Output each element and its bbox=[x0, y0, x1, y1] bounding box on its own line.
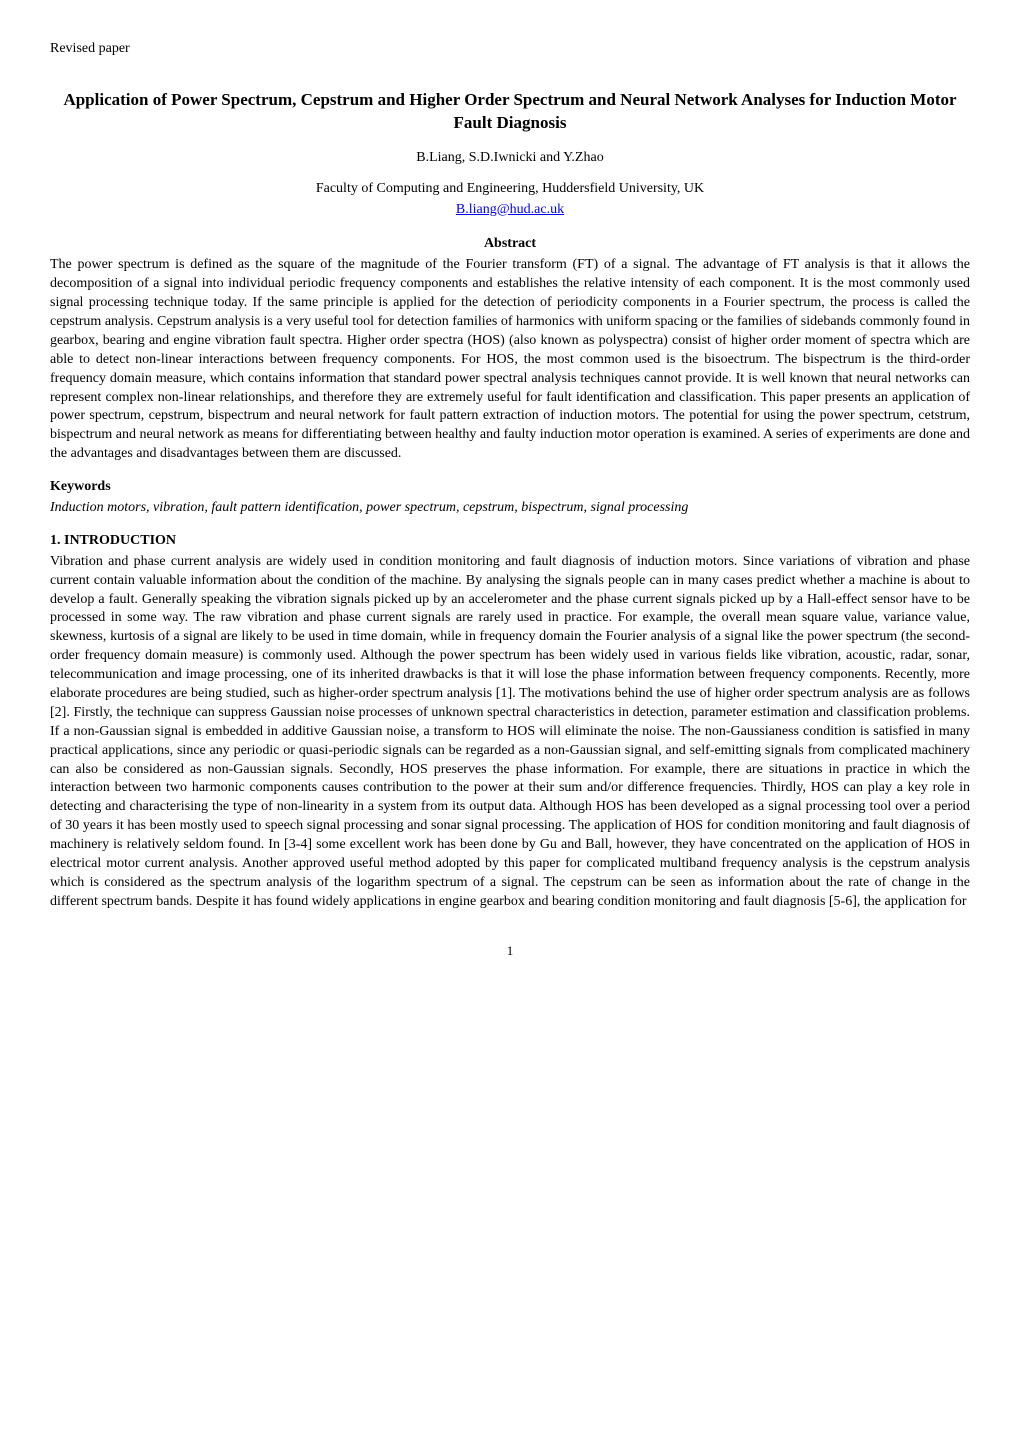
email-container: B.liang@hud.ac.uk bbox=[50, 201, 970, 220]
header-label: Revised paper bbox=[50, 40, 970, 59]
keywords-body: Induction motors, vibration, fault patte… bbox=[50, 499, 970, 518]
authors: B.Liang, S.D.Iwnicki and Y.Zhao bbox=[50, 149, 970, 168]
section1-body: Vibration and phase current analysis are… bbox=[50, 553, 970, 912]
page-number: 1 bbox=[50, 942, 970, 960]
abstract-body: The power spectrum is defined as the squ… bbox=[50, 256, 970, 464]
section1-heading: 1. INTRODUCTION bbox=[50, 532, 970, 551]
keywords-heading: Keywords bbox=[50, 478, 970, 497]
paper-title: Application of Power Spectrum, Cepstrum … bbox=[50, 89, 970, 135]
email-link[interactable]: B.liang@hud.ac.uk bbox=[456, 202, 564, 217]
affiliation: Faculty of Computing and Engineering, Hu… bbox=[50, 180, 970, 199]
abstract-heading: Abstract bbox=[50, 235, 970, 254]
